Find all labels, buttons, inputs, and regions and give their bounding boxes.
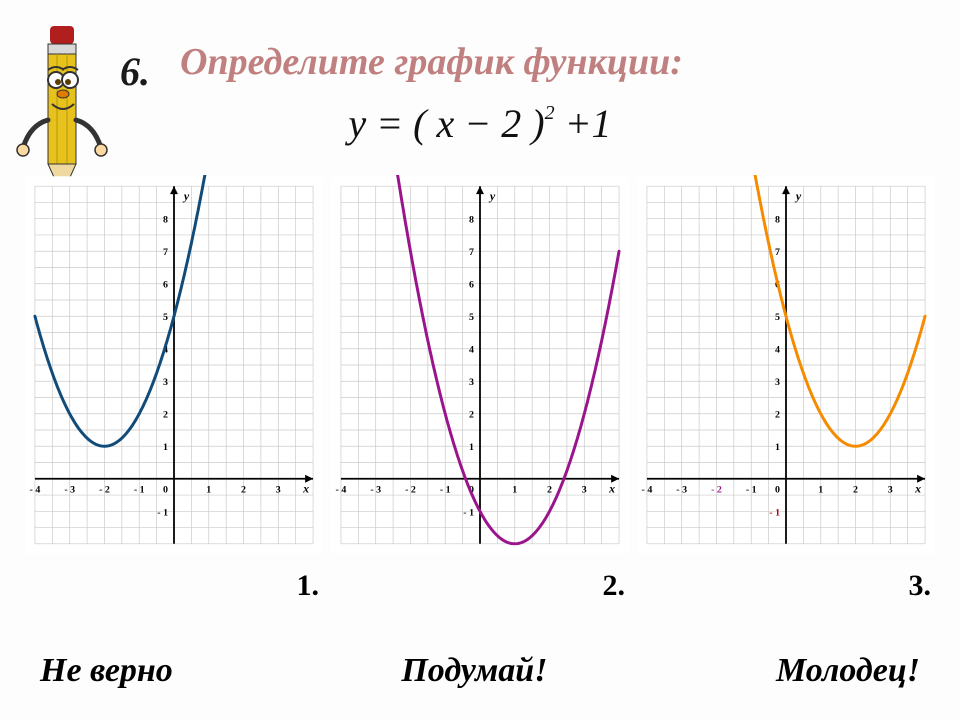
svg-text:- 1: - 1 [746,485,757,496]
svg-text:x: x [302,482,309,496]
svg-text:- 3: - 3 [370,485,381,496]
svg-text:- 1: - 1 [769,507,780,518]
svg-text:- 4: - 4 [336,485,347,496]
plot-2: - 4- 3- 2- 1123- 1123456780xy 2. [331,175,629,555]
svg-text:y: y [182,189,190,203]
svg-text:1: 1 [206,485,211,496]
svg-text:1: 1 [775,442,780,453]
svg-text:3: 3 [775,377,780,388]
formula-prefix: y = ( x − 2 ) [348,101,544,146]
svg-text:x: x [914,482,921,496]
svg-text:x: x [608,482,615,496]
svg-text:4: 4 [775,345,780,356]
svg-text:5: 5 [469,312,474,323]
svg-text:7: 7 [469,247,474,258]
svg-text:0: 0 [163,485,168,496]
svg-text:- 3: - 3 [64,485,75,496]
svg-text:- 3: - 3 [676,485,687,496]
answer-1: Не верно [40,652,173,690]
svg-text:0: 0 [775,485,780,496]
svg-text:2: 2 [163,410,168,421]
formula-power: 2 [545,102,555,124]
question-number: 6. [120,48,150,95]
svg-text:3: 3 [276,485,281,496]
svg-text:2: 2 [853,485,858,496]
svg-text:- 4: - 4 [642,485,653,496]
svg-text:2: 2 [775,410,780,421]
svg-text:6: 6 [163,280,168,291]
svg-text:1: 1 [469,442,474,453]
svg-text:1: 1 [512,485,517,496]
svg-text:1: 1 [818,485,823,496]
formula-suffix: +1 [565,101,612,146]
svg-text:- 1: - 1 [134,485,145,496]
svg-text:y: y [794,189,802,203]
svg-text:- 1: - 1 [157,507,168,518]
svg-text:- 2: - 2 [99,485,110,496]
answer-row: Не верно Подумай! Молодец! [40,652,920,690]
plot-label-3: 3. [637,569,935,603]
svg-text:8: 8 [469,215,474,226]
svg-text:8: 8 [775,215,780,226]
svg-text:- 2: - 2 [405,485,416,496]
answer-3: Молодец! [776,652,920,690]
plot-1: - 4- 3- 2- 1123- 1123456780xy 1. [25,175,323,555]
svg-text:3: 3 [582,485,587,496]
svg-text:2: 2 [241,485,246,496]
plot-row: - 4- 3- 2- 1123- 1123456780xy 1. - 4- 3-… [25,175,935,555]
plot-3: - 4- 3- 2- 1123- 1123456780xy 3. [637,175,935,555]
svg-text:6: 6 [469,280,474,291]
svg-text:- 2: - 2 [711,485,722,496]
formula: y = ( x − 2 )2 +1 [0,100,960,147]
page-title: Определите график функции: [180,40,683,84]
svg-text:- 4: - 4 [30,485,41,496]
svg-text:8: 8 [163,215,168,226]
plot-label-2: 2. [331,569,629,603]
svg-text:4: 4 [469,345,474,356]
svg-text:5: 5 [163,312,168,323]
svg-text:3: 3 [469,377,474,388]
answer-2: Подумай! [401,652,547,690]
svg-text:3: 3 [163,377,168,388]
svg-text:5: 5 [775,312,780,323]
svg-text:1: 1 [163,442,168,453]
svg-text:2: 2 [547,485,552,496]
svg-text:3: 3 [888,485,893,496]
svg-text:- 1: - 1 [440,485,451,496]
svg-text:7: 7 [775,247,780,258]
svg-text:y: y [488,189,496,203]
plot-label-1: 1. [25,569,323,603]
svg-text:7: 7 [163,247,168,258]
svg-text:- 1: - 1 [463,507,474,518]
svg-text:2: 2 [469,410,474,421]
